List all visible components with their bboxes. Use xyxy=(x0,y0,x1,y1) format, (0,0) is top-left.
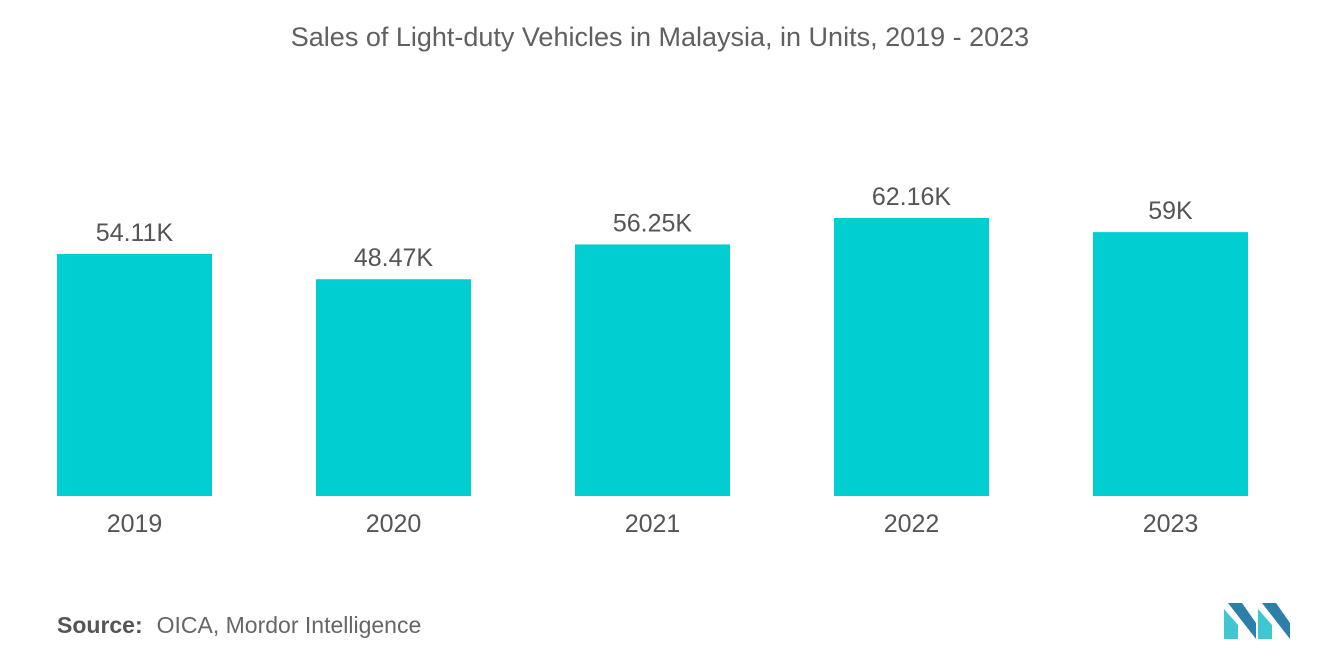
data-label-2019: 54.11K xyxy=(96,219,174,247)
source-text: OICA, Mordor Intelligence xyxy=(156,612,422,638)
bar-chart: 54.11K 2019 48.47K 2020 56.25K 2021 62.16K 2022… xyxy=(57,183,1248,538)
data-label-2023: 59K xyxy=(1148,197,1193,225)
x-tick-label-2019: 2019 xyxy=(107,510,163,538)
mordor-intelligence-logo-icon xyxy=(1224,603,1290,639)
bar-2021 xyxy=(575,244,730,496)
x-tick-label-2021: 2021 xyxy=(625,510,681,538)
bar-2020 xyxy=(316,279,471,496)
data-label-2022: 62.16K xyxy=(872,183,952,211)
x-tick-label-2022: 2022 xyxy=(884,510,940,538)
bar-2022 xyxy=(834,218,989,496)
data-label-2021: 56.25K xyxy=(613,209,693,237)
x-tick-label-2023: 2023 xyxy=(1143,510,1199,538)
bar-2023 xyxy=(1093,232,1248,496)
bar-2019 xyxy=(57,254,212,496)
source-label: Source: xyxy=(57,612,143,638)
source-line: Source: OICA, Mordor Intelligence xyxy=(57,612,421,639)
data-label-2020: 48.47K xyxy=(354,244,434,272)
chart-title: Sales of Light-duty Vehicles in Malaysia… xyxy=(290,22,1030,52)
x-tick-label-2020: 2020 xyxy=(366,510,422,538)
